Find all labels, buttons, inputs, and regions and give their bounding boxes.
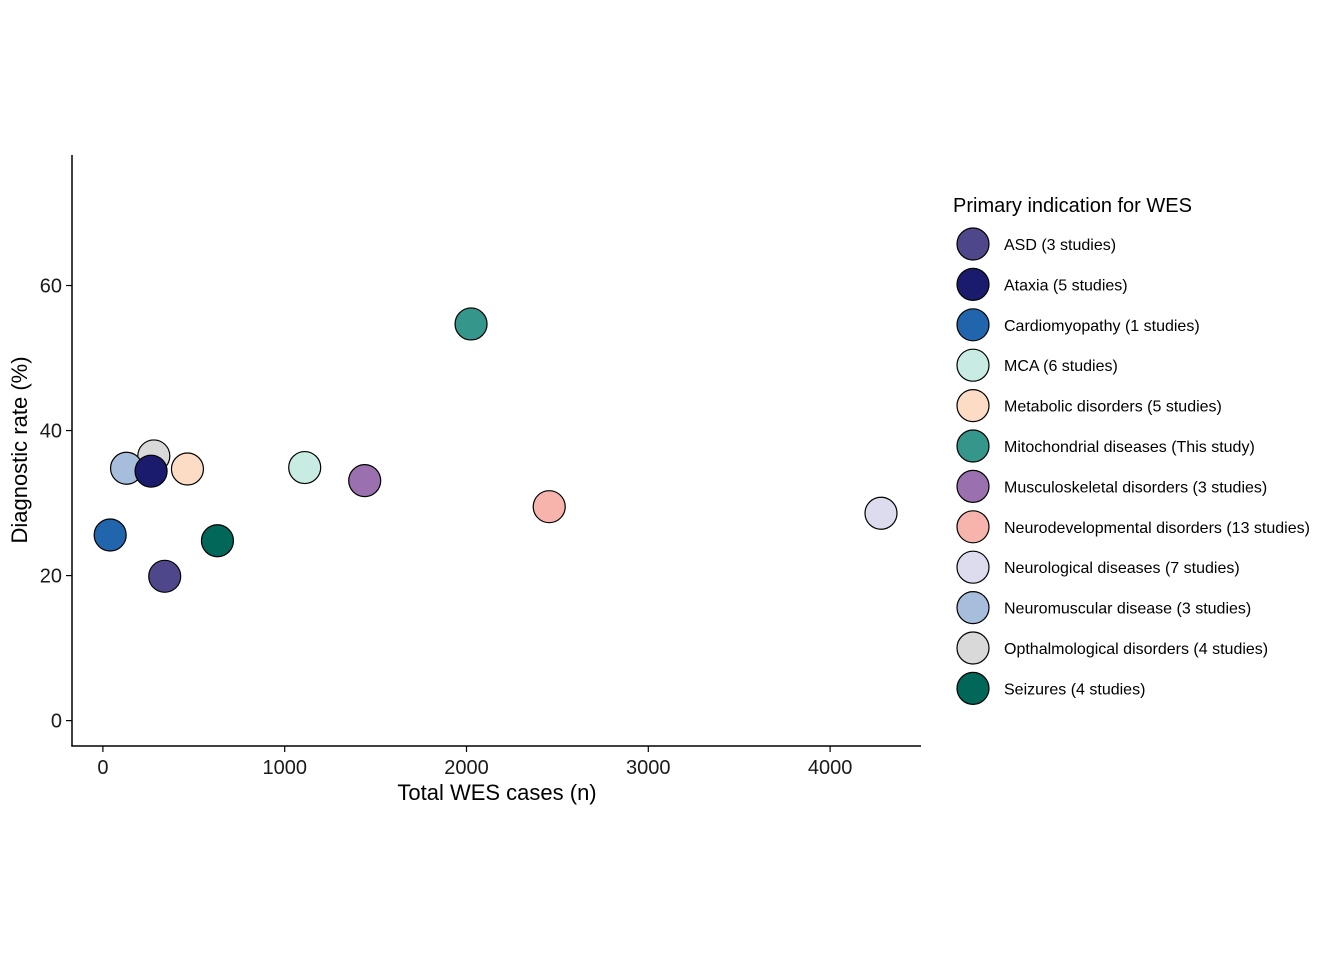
y-tick-label: 0 xyxy=(51,711,62,733)
legend-label: Cardiomyopathy (1 studies) xyxy=(1004,318,1200,335)
legend-item: Opthalmological disorders (4 studies) xyxy=(956,631,1268,665)
legend: ASD (3 studies) Ataxia (5 studies) Cardiom… xyxy=(956,227,1310,706)
legend-swatch xyxy=(956,348,990,382)
data-point xyxy=(134,454,168,488)
x-tick-label: 1000 xyxy=(262,757,307,779)
x-tick-label: 4000 xyxy=(808,757,853,779)
legend-swatch xyxy=(956,389,990,423)
legend-item: Mitochondrial diseases (This study) xyxy=(956,429,1255,463)
legend-swatch xyxy=(956,550,990,584)
legend-item: Seizures (4 studies) xyxy=(956,671,1145,706)
legend-item: Musculoskeletal disorders (3 studies) xyxy=(956,469,1267,503)
legend-swatch xyxy=(956,308,990,342)
x-tick-label: 2000 xyxy=(444,757,489,779)
data-points xyxy=(93,307,898,593)
legend-label: Opthalmological disorders (4 studies) xyxy=(1004,641,1268,658)
legend-item: Neuromuscular disease (3 studies) xyxy=(956,590,1251,625)
legend-swatch xyxy=(956,429,990,463)
x-axis-title: Total WES cases (n) xyxy=(397,780,596,805)
y-tick-label: 40 xyxy=(40,421,62,443)
legend-swatch xyxy=(956,227,990,261)
data-point xyxy=(532,490,566,524)
legend-label: Neurological diseases (7 studies) xyxy=(1004,560,1240,577)
legend-label: Musculoskeletal disorders (3 studies) xyxy=(1004,479,1267,496)
legend-label: Seizures (4 studies) xyxy=(1004,681,1145,698)
legend-item: MCA (6 studies) xyxy=(956,348,1118,382)
legend-swatch xyxy=(956,590,990,625)
legend-swatch xyxy=(956,631,990,665)
legend-label: Ataxia (5 studies) xyxy=(1004,277,1128,294)
y-tick-label: 60 xyxy=(40,276,62,298)
legend-label: Neurodevelopmental disorders (13 studies… xyxy=(1004,520,1310,537)
legend-swatch xyxy=(956,510,990,544)
x-tick-label: 3000 xyxy=(626,757,671,779)
y-axis-title: Diagnostic rate (%) xyxy=(7,356,32,543)
data-point xyxy=(864,496,898,530)
data-point xyxy=(148,559,182,593)
data-point xyxy=(93,518,127,552)
legend-label: ASD (3 studies) xyxy=(1004,237,1116,254)
legend-item: Metabolic disorders (5 studies) xyxy=(956,389,1222,423)
legend-swatch xyxy=(956,671,990,706)
legend-label: MCA (6 studies) xyxy=(1004,358,1118,375)
legend-title: Primary indication for WES xyxy=(953,195,1192,217)
data-point xyxy=(170,452,205,486)
legend-item: Cardiomyopathy (1 studies) xyxy=(956,308,1200,342)
legend-item: Ataxia (5 studies) xyxy=(956,267,1128,301)
data-point xyxy=(348,463,382,498)
legend-item: Neurodevelopmental disorders (13 studies… xyxy=(956,510,1310,544)
data-point xyxy=(454,307,488,341)
legend-item: Neurological diseases (7 studies) xyxy=(956,550,1240,584)
y-tick-label: 20 xyxy=(40,566,62,588)
data-point xyxy=(200,524,235,558)
legend-label: Neuromuscular disease (3 studies) xyxy=(1004,601,1251,618)
x-ticks: 0 1000 2000 3000 4000 xyxy=(97,746,852,779)
legend-label: Metabolic disorders (5 studies) xyxy=(1004,399,1222,416)
legend-swatch xyxy=(956,469,990,503)
y-ticks: 0 20 40 60 xyxy=(40,276,72,733)
data-point xyxy=(288,450,322,485)
legend-item: ASD (3 studies) xyxy=(956,227,1116,261)
legend-swatch xyxy=(956,267,990,301)
x-tick-label: 0 xyxy=(97,757,108,779)
legend-label: Mitochondrial diseases (This study) xyxy=(1004,439,1255,456)
axes xyxy=(71,155,921,747)
